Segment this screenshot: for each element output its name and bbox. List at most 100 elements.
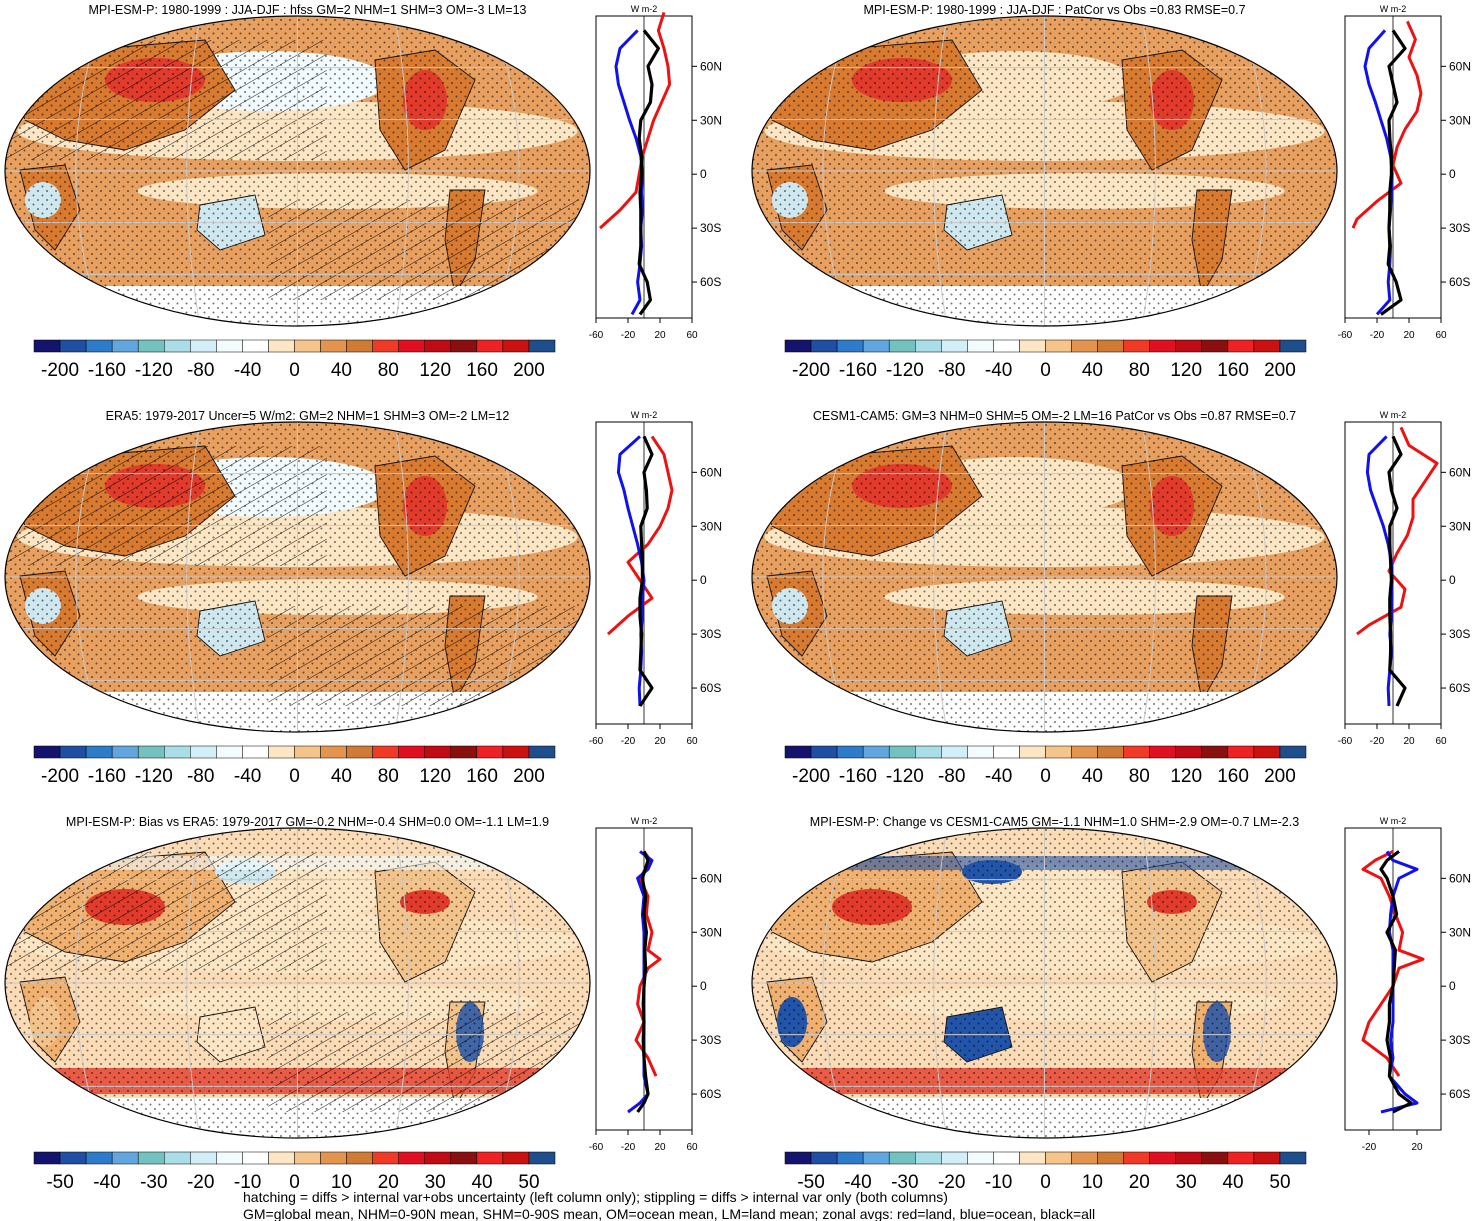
colorbar-swatch — [268, 339, 295, 353]
colorbar-swatch — [810, 339, 838, 353]
lat-tick-label: 60N — [700, 59, 722, 73]
colorbar-swatch — [450, 1151, 478, 1165]
panel-2: MPI-ESM-P: 1980-1999 : JJA-DJF : PatCor … — [751, 3, 1471, 381]
colorbar-tick-label: 40 — [1082, 360, 1103, 381]
lat-tick-label: 30N — [700, 113, 722, 127]
x-tick-label: 20 — [1411, 1142, 1423, 1153]
colorbar-tick-label: 0 — [289, 360, 300, 381]
panel-title: MPI-ESM-P: Bias vs ERA5: 1979-2017 GM=-0… — [66, 815, 549, 829]
colorbar-swatch — [268, 1151, 295, 1165]
colorbar-swatch — [1045, 1151, 1072, 1165]
panel-5: MPI-ESM-P: Bias vs ERA5: 1979-2017 GM=-0… — [4, 815, 722, 1193]
colorbar-tick-label: -80 — [938, 360, 965, 381]
map-outline — [4, 15, 591, 327]
colorbar-tick-label: 20 — [1129, 1172, 1150, 1193]
colorbar-tick-label: 200 — [513, 360, 545, 381]
colorbar-tick-label: 80 — [378, 360, 399, 381]
colorbar-swatch — [836, 745, 864, 759]
colorbar-swatch — [85, 745, 113, 759]
colorbar-tick-label: -20 — [938, 1172, 965, 1193]
panel-title: MPI-ESM-P: 1980-1999 : JJA-DJF : PatCor … — [863, 3, 1245, 17]
map-outline — [4, 827, 591, 1139]
colorbar-tick-label: -160 — [88, 360, 126, 381]
world-map — [5, 422, 590, 732]
colorbar-swatch — [1071, 1151, 1098, 1165]
colorbar-swatch — [1279, 1151, 1307, 1165]
panel-6: MPI-ESM-P: Change vs CESM1-CAM5 GM=-1.1 … — [751, 815, 1471, 1193]
colorbar-tick-label: -40 — [93, 1172, 120, 1193]
lat-tick-label: 0 — [1449, 167, 1456, 181]
lat-tick-label: 60S — [1449, 1087, 1470, 1101]
x-tick-label: -60 — [589, 736, 604, 747]
colorbar-swatch — [216, 1151, 243, 1165]
x-tick-label: 60 — [686, 1142, 698, 1153]
colorbar-swatch — [190, 339, 217, 353]
zonal-land-line — [1361, 850, 1425, 1077]
colorbar-swatch — [810, 745, 838, 759]
colorbar-tick-label: 120 — [419, 766, 451, 787]
colorbar-tick-label: 20 — [378, 1172, 399, 1193]
world-map — [752, 16, 1337, 326]
zonal-land-line — [1351, 20, 1423, 229]
colorbar-swatch — [190, 1151, 217, 1165]
colorbar-swatch — [164, 745, 191, 759]
colorbar-swatch — [1279, 745, 1307, 759]
lat-tick-label: 60S — [700, 681, 721, 695]
colorbar-swatch — [502, 339, 530, 353]
lat-tick-label: 0 — [1449, 573, 1456, 587]
graticule — [752, 422, 1337, 732]
x-tick-label: -20 — [621, 330, 636, 341]
colorbar-swatch — [1123, 339, 1150, 353]
map-outline — [751, 827, 1338, 1139]
colorbar-swatch — [941, 1151, 968, 1165]
zonal-unit-label: W m-2 — [1380, 4, 1407, 14]
colorbar-tick-label: -80 — [938, 766, 965, 787]
colorbar-swatch — [1019, 1151, 1046, 1165]
colorbar-swatch — [346, 339, 373, 353]
colorbar: -200 -160 -120 -80 -40 0 40 80 120 160 200 — [784, 745, 1307, 787]
colorbar-tick-label: -160 — [839, 766, 877, 787]
colorbar-swatch — [1253, 1151, 1281, 1165]
colorbar-tick-label: 50 — [1269, 1172, 1290, 1193]
colorbar-tick-label: 80 — [1129, 766, 1150, 787]
colorbar-swatch — [476, 1151, 504, 1165]
zonal-average-plot: W m-2 60N 30N 0 30S 60S -20 20 — [1344, 816, 1471, 1153]
colorbar-tick-label: 200 — [513, 766, 545, 787]
colorbar-swatch — [242, 339, 269, 353]
colorbar-swatch — [1175, 1151, 1203, 1165]
panel-4: CESM1-CAM5: GM=3 NHM=0 SHM=5 OM=-2 LM=16… — [751, 409, 1471, 787]
colorbar-swatch — [993, 339, 1020, 353]
lat-tick-label: 60N — [1449, 59, 1471, 73]
zonal-unit-label: W m-2 — [631, 4, 658, 14]
colorbar-tick-label: 0 — [1040, 766, 1051, 787]
x-tick-label: 60 — [686, 736, 698, 747]
colorbar-swatch — [528, 339, 556, 353]
colorbar-swatch — [164, 1151, 191, 1165]
colorbar-tick-label: 30 — [1176, 1172, 1197, 1193]
zonal-all-line — [1379, 850, 1413, 1114]
lat-tick-label: 60S — [700, 275, 721, 289]
lat-tick-label: 60S — [1449, 275, 1470, 289]
panel-title: MPI-ESM-P: Change vs CESM1-CAM5 GM=-1.1 … — [810, 815, 1299, 829]
zonal-unit-label: W m-2 — [1380, 410, 1407, 420]
colorbar-swatch — [941, 339, 968, 353]
colorbar-swatch — [450, 339, 478, 353]
zonal-average-plot: W m-2 60N 30N 0 30S 60S -60 -20 20 60 — [589, 4, 722, 341]
x-tick-label: -20 — [621, 1142, 636, 1153]
colorbar-tick-label: -20 — [187, 1172, 214, 1193]
colorbar-swatch — [398, 745, 426, 759]
colorbar-swatch — [1201, 745, 1229, 759]
lat-tick-label: 0 — [700, 167, 707, 181]
x-tick-label: -60 — [1338, 330, 1353, 341]
colorbar-tick-label: 0 — [289, 1172, 300, 1193]
colorbar-tick-label: 200 — [1264, 360, 1296, 381]
colorbar-swatch — [1149, 745, 1176, 759]
x-tick-label: 20 — [654, 330, 666, 341]
colorbar-tick-label: 40 — [1082, 766, 1103, 787]
colorbar-swatch — [888, 745, 916, 759]
colorbar-swatch — [915, 339, 942, 353]
colorbar-tick-label: 40 — [331, 360, 352, 381]
colorbar-swatch — [268, 745, 295, 759]
world-map — [5, 828, 590, 1138]
colorbar-swatch — [967, 1151, 994, 1165]
